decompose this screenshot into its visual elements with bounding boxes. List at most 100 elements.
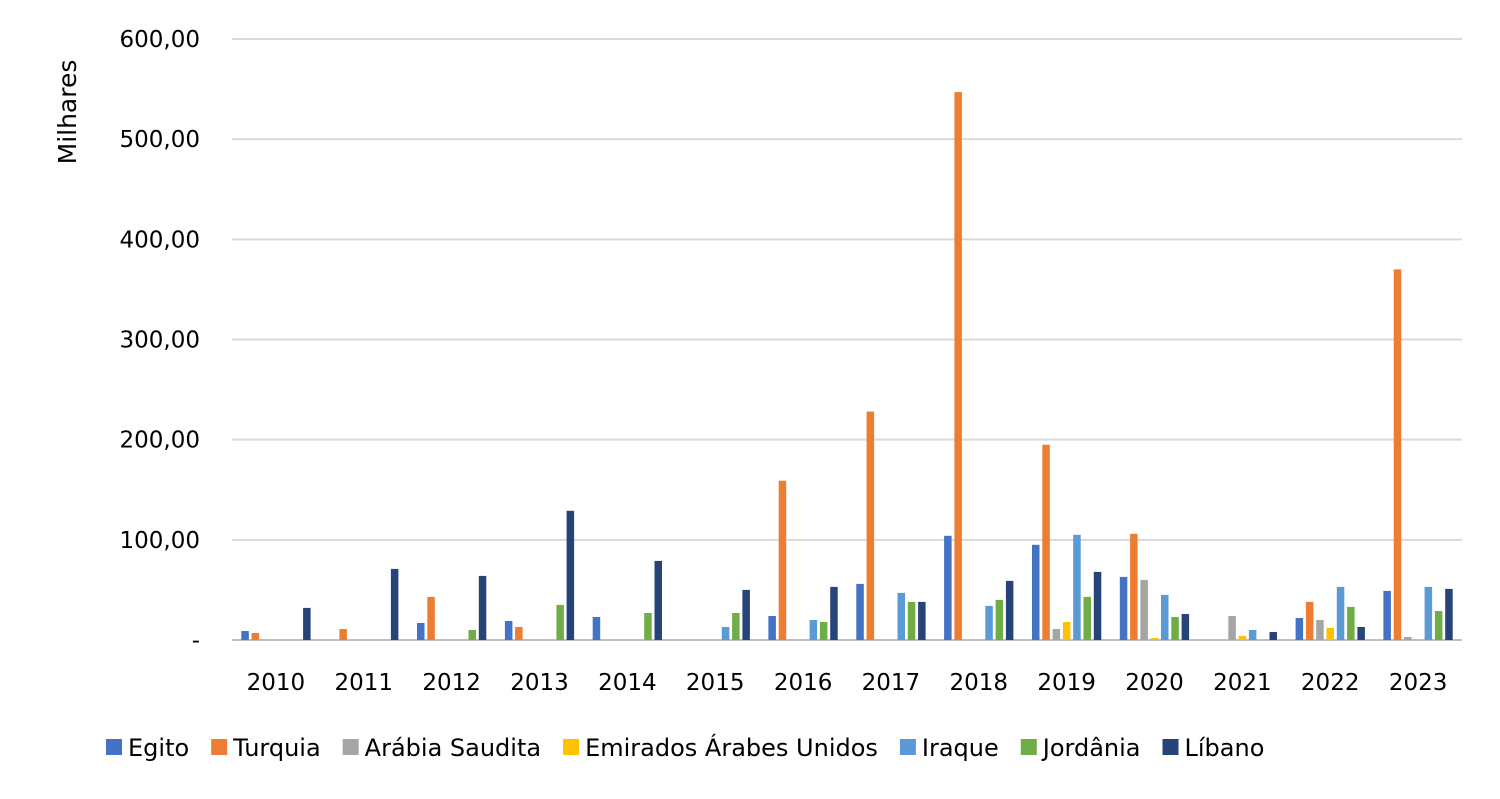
bar bbox=[427, 596, 435, 640]
bar bbox=[1032, 544, 1040, 640]
bar bbox=[566, 510, 575, 640]
bar bbox=[1445, 588, 1453, 640]
bar bbox=[1357, 627, 1365, 640]
bar bbox=[819, 622, 828, 640]
legend-label: Líbano bbox=[1185, 734, 1265, 762]
legend-swatch bbox=[342, 739, 359, 755]
bar bbox=[856, 583, 864, 640]
bar bbox=[504, 621, 513, 640]
legend-swatch bbox=[899, 739, 916, 755]
bar bbox=[742, 589, 750, 640]
x-tick-label: 2014 bbox=[598, 670, 657, 696]
x-tick-label: 2013 bbox=[510, 670, 569, 696]
bar bbox=[1083, 596, 1091, 640]
bar bbox=[1161, 594, 1169, 640]
bar bbox=[1238, 636, 1247, 640]
y-tick-label: 400,00 bbox=[120, 227, 200, 253]
bar bbox=[1062, 622, 1071, 640]
bar bbox=[778, 480, 787, 640]
bar bbox=[390, 568, 399, 640]
bar bbox=[478, 575, 487, 640]
bar bbox=[251, 633, 260, 640]
legend-swatch bbox=[1162, 739, 1179, 755]
bar bbox=[995, 599, 1004, 640]
bar bbox=[732, 613, 740, 640]
bar bbox=[1305, 601, 1314, 640]
bar bbox=[1434, 611, 1443, 640]
bar bbox=[1130, 533, 1138, 640]
legend-label: Arábia Saudita bbox=[365, 734, 541, 762]
bar bbox=[1326, 628, 1334, 640]
x-tick-label: 2010 bbox=[247, 670, 306, 696]
legend-swatch bbox=[1020, 739, 1037, 755]
legend-label: Iraque bbox=[922, 734, 999, 762]
x-tick-label: 2017 bbox=[862, 670, 921, 696]
bar bbox=[830, 586, 838, 640]
legend-swatch bbox=[211, 739, 228, 755]
bar bbox=[1093, 571, 1102, 640]
bar bbox=[241, 631, 249, 640]
y-axis-ticks: - 100,00 200,00 300,00 400,00 500,00 600,00 bbox=[120, 27, 200, 654]
x-tick-label: 2022 bbox=[1301, 670, 1360, 696]
legend-swatch bbox=[106, 739, 122, 755]
y-tick-label: 600,00 bbox=[120, 27, 200, 53]
bar bbox=[556, 604, 564, 640]
bar bbox=[1171, 617, 1179, 640]
bar bbox=[1119, 576, 1128, 640]
bar bbox=[1404, 637, 1412, 640]
bar bbox=[1269, 632, 1277, 640]
bar bbox=[417, 623, 425, 640]
bar bbox=[1005, 580, 1014, 640]
y-tick-label: 100,00 bbox=[120, 528, 200, 554]
bar bbox=[1424, 586, 1433, 640]
x-tick-label: 2021 bbox=[1213, 670, 1272, 696]
bar bbox=[1052, 629, 1061, 640]
bar bbox=[907, 601, 916, 640]
bar bbox=[809, 620, 818, 640]
bar bbox=[1383, 590, 1391, 640]
bar bbox=[592, 617, 601, 640]
bar bbox=[944, 535, 952, 640]
bar bbox=[954, 92, 962, 641]
y-tick-label: - bbox=[192, 628, 200, 654]
bar bbox=[1042, 444, 1050, 640]
bar bbox=[1228, 616, 1236, 640]
legend-label: Egito bbox=[128, 734, 189, 762]
bar bbox=[1140, 579, 1148, 640]
y-tick-label: 500,00 bbox=[120, 127, 200, 153]
x-tick-label: 2012 bbox=[422, 670, 481, 696]
bar bbox=[1316, 620, 1324, 640]
legend-label: Turquia bbox=[232, 734, 321, 762]
bar bbox=[515, 627, 523, 640]
bar bbox=[303, 607, 311, 640]
legend-label: Jordânia bbox=[1041, 734, 1141, 762]
legend-swatch bbox=[563, 739, 580, 755]
gridlines bbox=[232, 38, 1462, 641]
x-axis-ticks: 2010 2011 2012 2013 2014 2015 2016 2017 2018 2019… bbox=[247, 670, 1448, 696]
bar bbox=[1150, 638, 1159, 640]
x-tick-label: 2019 bbox=[1037, 670, 1096, 696]
bar bbox=[866, 411, 875, 640]
bar bbox=[1347, 606, 1355, 640]
bar bbox=[897, 592, 905, 640]
bars bbox=[241, 92, 1453, 641]
y-axis-label: Milhares bbox=[53, 60, 82, 165]
bar bbox=[768, 616, 776, 640]
bar bbox=[1336, 586, 1345, 640]
bar bbox=[918, 601, 926, 640]
bar bbox=[985, 605, 993, 640]
bar bbox=[339, 629, 347, 640]
bar bbox=[1073, 534, 1081, 640]
bar bbox=[468, 630, 476, 640]
x-tick-label: 2011 bbox=[335, 670, 394, 696]
bar bbox=[1181, 614, 1190, 640]
y-tick-label: 300,00 bbox=[120, 328, 200, 354]
bar bbox=[1295, 618, 1304, 640]
x-tick-label: 2023 bbox=[1389, 670, 1448, 696]
x-tick-label: 2016 bbox=[774, 670, 833, 696]
x-tick-label: 2015 bbox=[686, 670, 745, 696]
y-tick-label: 200,00 bbox=[120, 428, 200, 454]
bar bbox=[1248, 630, 1257, 640]
legend-label: Emirados Árabes Unidos bbox=[585, 733, 878, 762]
